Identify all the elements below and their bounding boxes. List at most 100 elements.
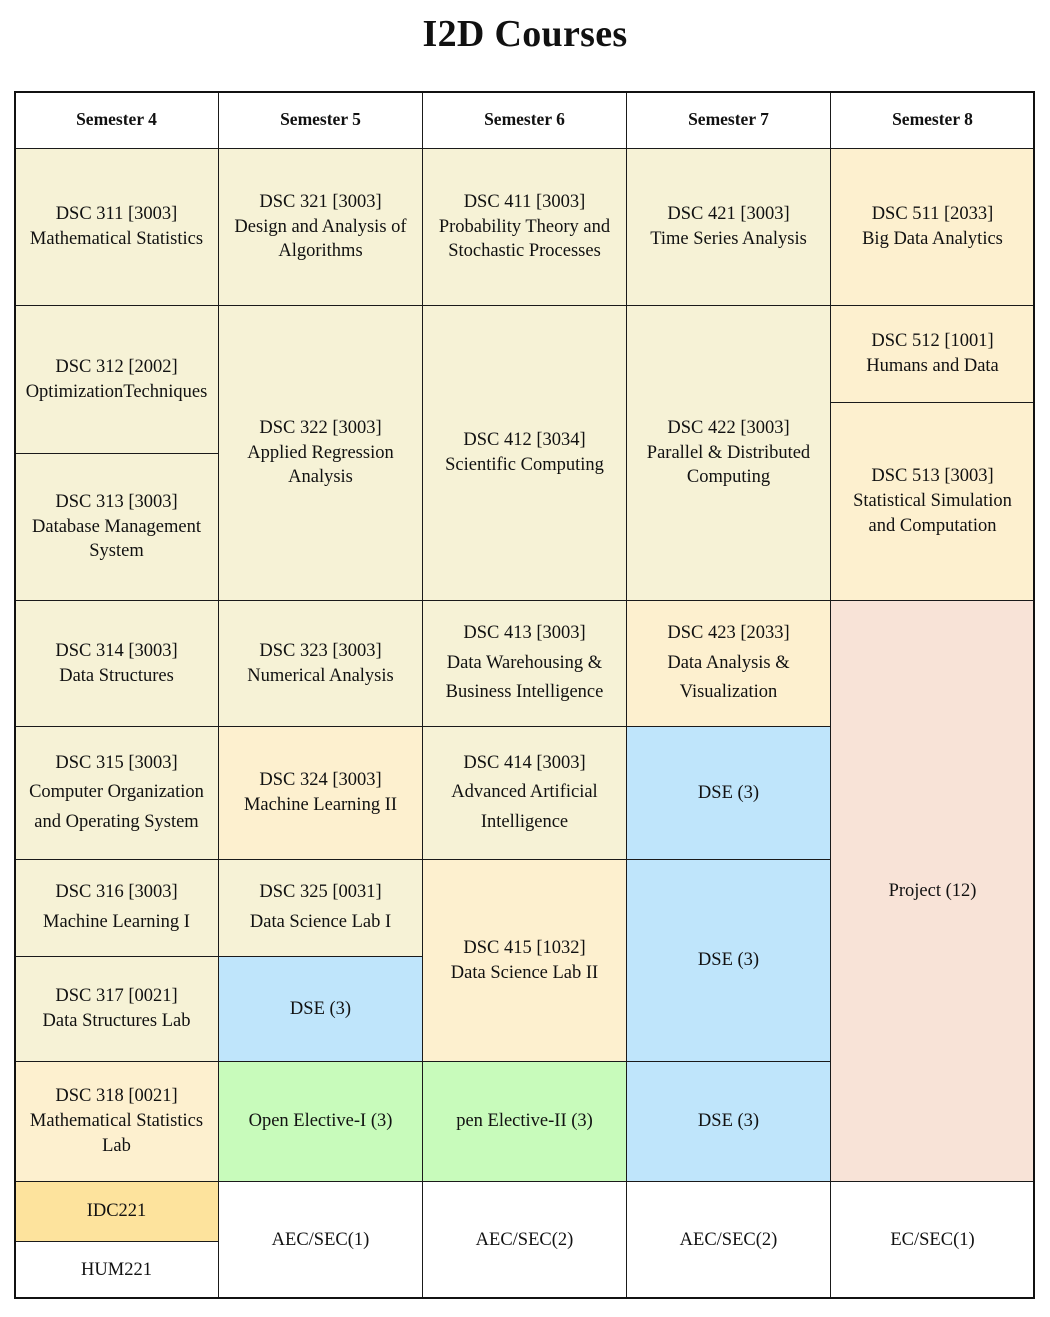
cell-line-primary: pen Elective-II (3) bbox=[456, 1111, 593, 1132]
cell-line-primary: DSC 315 [3003] bbox=[55, 752, 178, 773]
cell-line: Parallel & Distributed bbox=[646, 442, 811, 463]
course-cell-dsc313: DSC 313 [3003] Database Management System bbox=[14, 453, 219, 601]
dse-cell-sem7-2: DSE (3) bbox=[626, 859, 831, 1062]
course-cell-dsc512: DSC 512 [1001] Humans and Data bbox=[830, 305, 1035, 403]
course-cell-dsc321: DSC 321 [3003] Design and Analysis of Algo… bbox=[218, 148, 423, 306]
cell-line: Statistical Simulation bbox=[853, 491, 1012, 512]
cell-line-primary: DSC 513 [3003] bbox=[871, 466, 994, 487]
cell-line: Business Intelligence bbox=[445, 682, 604, 703]
course-cell-dsc318: DSC 318 [0021] Mathematical Statistics Lab bbox=[14, 1061, 219, 1182]
cell-line-primary: DSC 323 [3003] bbox=[259, 640, 382, 661]
ec-sec-sem8-cell: EC/SEC(1) bbox=[830, 1181, 1035, 1299]
cell-line: Humans and Data bbox=[866, 356, 999, 376]
cell-line: Mathematical Statistics bbox=[29, 229, 204, 249]
header-semester-6: Semester 6 bbox=[422, 91, 627, 149]
cell-line: Machine Learning II bbox=[243, 795, 398, 815]
cell-line: Data Science Lab II bbox=[450, 962, 599, 983]
course-cell-dsc422: DSC 422 [3003] Parallel & Distributed Comp… bbox=[626, 305, 831, 601]
cell-line-primary: DSC 411 [3003] bbox=[463, 191, 586, 212]
cell-line: Data Structures Lab bbox=[42, 1011, 191, 1031]
header-semester-7: Semester 7 bbox=[626, 91, 831, 149]
course-cell-dsc323: DSC 323 [3003] Numerical Analysis bbox=[218, 600, 423, 727]
course-cell-dsc317: DSC 317 [0021] Data Structures Lab bbox=[14, 956, 219, 1062]
cell-line-primary: DSC 413 [3003] bbox=[463, 623, 586, 644]
header-semester-5: Semester 5 bbox=[218, 91, 423, 149]
cell-line-primary: Project (12) bbox=[888, 880, 977, 901]
course-cell-dsc415: DSC 415 [1032] Data Science Lab II bbox=[422, 859, 627, 1062]
cell-line: Lab bbox=[102, 1135, 131, 1156]
cell-line-primary: DSC 314 [3003] bbox=[55, 640, 178, 661]
cell-line-primary: DSE (3) bbox=[697, 950, 760, 971]
course-cell-dsc324: DSC 324 [3003] Machine Learning II bbox=[218, 726, 423, 860]
cell-line: Time Series Analysis bbox=[650, 229, 807, 249]
cell-line-primary: DSE (3) bbox=[697, 1111, 760, 1132]
cell-line-primary: DSC 318 [0021] bbox=[55, 1086, 178, 1107]
cell-line-primary: DSC 311 [3003] bbox=[55, 204, 178, 225]
cell-line: Data Science Lab I bbox=[249, 912, 392, 932]
course-cell-dsc513: DSC 513 [3003] Statistical Simulation and … bbox=[830, 402, 1035, 601]
cell-line-primary: DSC 511 [2033] bbox=[871, 204, 994, 225]
cell-line: Scientific Computing bbox=[445, 455, 604, 475]
cell-line: and Computation bbox=[868, 515, 997, 536]
cell-line: Probability Theory and bbox=[438, 216, 611, 237]
cell-line-primary: DSC 313 [3003] bbox=[55, 491, 178, 512]
header-semester-4: Semester 4 bbox=[14, 91, 219, 149]
cell-line: Applied Regression bbox=[247, 442, 394, 463]
cell-line: System bbox=[89, 541, 144, 562]
course-cell-dsc316: DSC 316 [3003] Machine Learning I bbox=[14, 859, 219, 957]
course-cell-dsc311: DSC 311 [3003] Mathematical Statistics bbox=[14, 148, 219, 306]
header-semester-8: Semester 8 bbox=[830, 91, 1035, 149]
cell-line-primary: EC/SEC(1) bbox=[890, 1229, 975, 1250]
cell-line: Algorithms bbox=[278, 241, 363, 262]
aec-sec-sem7-cell: AEC/SEC(2) bbox=[626, 1181, 831, 1299]
aec-sec-sem5-cell: AEC/SEC(1) bbox=[218, 1181, 423, 1299]
page-title: I2D Courses bbox=[422, 13, 628, 55]
cell-line: Big Data Analytics bbox=[862, 229, 1003, 249]
cell-line-primary: DSC 415 [1032] bbox=[463, 937, 586, 958]
cell-line: Numerical Analysis bbox=[247, 665, 394, 686]
cell-line-primary: DSC 412 [3034] bbox=[463, 430, 586, 451]
open-elective-1-cell: Open Elective-I (3) bbox=[218, 1061, 423, 1182]
cell-line: Mathematical Statistics bbox=[29, 1111, 204, 1132]
cell-line: Data Analysis & bbox=[667, 652, 790, 673]
aec-sec-sem6-cell: AEC/SEC(2) bbox=[422, 1181, 627, 1299]
course-cell-dsc314: DSC 314 [3003] Data Structures bbox=[14, 600, 219, 727]
project-cell: Project (12) bbox=[830, 600, 1035, 1182]
cell-line-primary: DSC 325 [0031] bbox=[259, 882, 382, 903]
cell-line-primary: DSC 321 [3003] bbox=[259, 191, 382, 212]
cell-line: Data Structures bbox=[59, 665, 174, 686]
cell-line: Machine Learning I bbox=[43, 912, 190, 932]
cell-line-primary: DSC 312 [2002] bbox=[55, 356, 178, 377]
cell-line-primary: DSE (3) bbox=[697, 782, 760, 803]
cell-line: Computing bbox=[686, 467, 771, 488]
dse-cell-sem7-3: DSE (3) bbox=[626, 1061, 831, 1182]
cell-line-primary: DSE (3) bbox=[289, 998, 352, 1019]
cell-line-primary: Open Elective-I (3) bbox=[248, 1111, 393, 1132]
cell-line: and Operating System bbox=[34, 811, 199, 832]
course-cell-dsc411: DSC 411 [3003] Probability Theory and Stoc… bbox=[422, 148, 627, 306]
course-cell-dsc312: DSC 312 [2002] OptimizationTechniques bbox=[14, 305, 219, 454]
course-cell-dsc315: DSC 315 [3003] Computer Organization and O… bbox=[14, 726, 219, 860]
cell-line-primary: DSC 422 [3003] bbox=[667, 417, 790, 438]
cell-line-primary: AEC/SEC(1) bbox=[271, 1229, 370, 1250]
cell-line: Computer Organization bbox=[29, 782, 204, 803]
cell-line: Analysis bbox=[288, 467, 353, 488]
cell-line: Data Warehousing & bbox=[446, 652, 603, 673]
course-cell-dsc421: DSC 421 [3003] Time Series Analysis bbox=[626, 148, 831, 306]
cell-line-primary: AEC/SEC(2) bbox=[679, 1229, 778, 1250]
cell-line: Intelligence bbox=[480, 811, 569, 832]
cell-line: Visualization bbox=[679, 682, 778, 703]
cell-line-primary: DSC 322 [3003] bbox=[259, 417, 382, 438]
cell-line-primary: DSC 512 [1001] bbox=[871, 331, 994, 352]
course-cell-dsc413: DSC 413 [3003] Data Warehousing & Business… bbox=[422, 600, 627, 727]
course-cell-dsc412: DSC 412 [3034] Scientific Computing bbox=[422, 305, 627, 601]
courses-table: Semester 4 Semester 5 Semester 6 Semeste… bbox=[14, 91, 1035, 1299]
dse-cell-sem5: DSE (3) bbox=[218, 956, 423, 1062]
cell-line-primary: DSC 317 [0021] bbox=[55, 986, 178, 1007]
cell-line-primary: HUM221 bbox=[81, 1259, 152, 1280]
cell-line-primary: DSC 421 [3003] bbox=[667, 204, 790, 225]
cell-line: OptimizationTechniques bbox=[25, 381, 208, 402]
course-cell-dsc325: DSC 325 [0031] Data Science Lab I bbox=[218, 859, 423, 957]
cell-line-primary: AEC/SEC(2) bbox=[475, 1229, 574, 1250]
cell-line-primary: DSC 414 [3003] bbox=[463, 752, 586, 773]
